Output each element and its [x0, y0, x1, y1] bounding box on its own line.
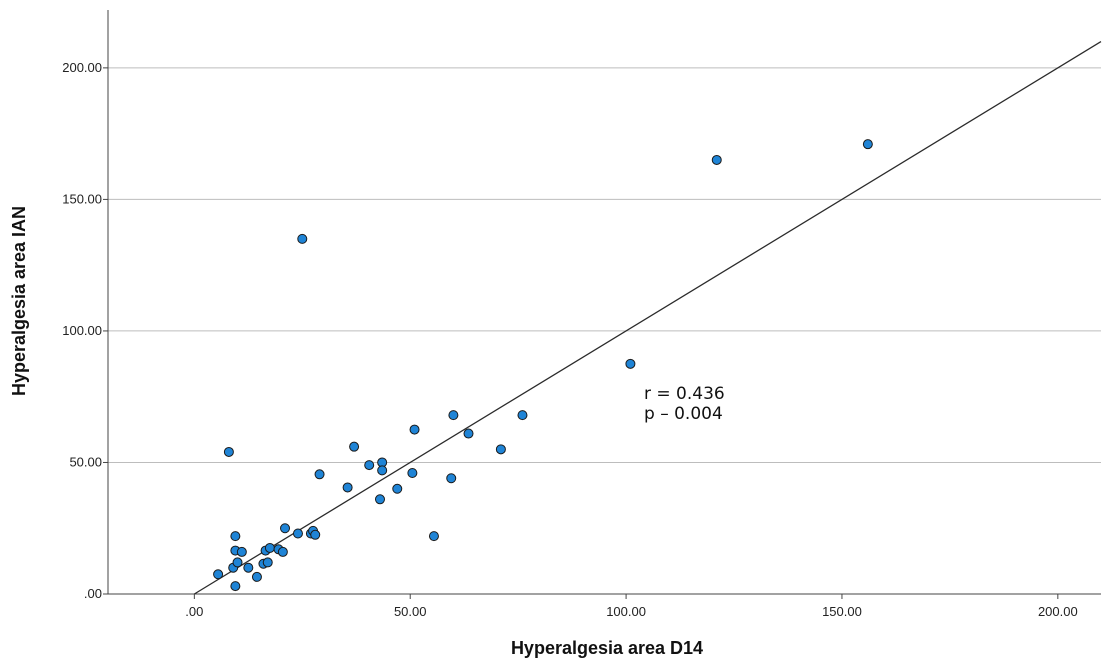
x-tick-label: .00 [185, 604, 203, 619]
data-point [495, 444, 506, 455]
data-point [314, 469, 325, 480]
x-tick-label: 50.00 [394, 604, 427, 619]
data-point [392, 483, 403, 494]
data-point [374, 494, 385, 505]
data-point [292, 528, 303, 539]
fit-line [194, 41, 1102, 595]
data-point [280, 523, 291, 534]
data-point [428, 531, 439, 542]
data-points [213, 139, 873, 592]
y-tick-label: 150.00 [62, 191, 102, 206]
tick-group: .00 .00 50.00 50.00 100.00 100.00 150.00 150.00… [62, 60, 1077, 619]
y-tick-label: .00 [84, 586, 102, 601]
data-point [243, 562, 254, 573]
annotation-r: r = 0.436 [644, 384, 725, 404]
data-point [230, 581, 241, 592]
data-point [463, 428, 474, 439]
data-point [409, 424, 420, 435]
y-tick-label: 50.00 [69, 454, 102, 469]
data-point [277, 546, 288, 557]
data-point [407, 467, 418, 478]
data-point [223, 446, 234, 457]
data-point [213, 569, 224, 580]
data-point [232, 557, 243, 568]
data-point [711, 154, 722, 165]
x-tick-label: 150.00 [822, 604, 862, 619]
x-tick-label: 200.00 [1038, 604, 1078, 619]
data-point [251, 571, 262, 582]
data-point [236, 546, 247, 557]
y-tick-label: 100.00 [62, 323, 102, 338]
x-tick-label: 100.00 [606, 604, 646, 619]
data-point [625, 358, 636, 369]
data-point [448, 410, 459, 421]
annotation-p: p – 0.004 [644, 404, 723, 424]
data-point [342, 482, 353, 493]
data-point [310, 529, 321, 540]
x-axis-title: Hyperalgesia area D14 [511, 638, 703, 658]
data-point [377, 465, 388, 476]
y-axis-title: Hyperalgesia area IAN [9, 206, 29, 396]
gridlines [108, 67, 1101, 463]
data-point [297, 233, 308, 244]
data-point [262, 557, 273, 568]
data-point [230, 531, 241, 542]
data-point [446, 473, 457, 484]
data-point [264, 542, 275, 553]
data-point [364, 460, 375, 471]
data-point [862, 139, 873, 150]
data-point [349, 441, 360, 452]
y-tick-label: 200.00 [62, 60, 102, 75]
data-point [517, 410, 528, 421]
